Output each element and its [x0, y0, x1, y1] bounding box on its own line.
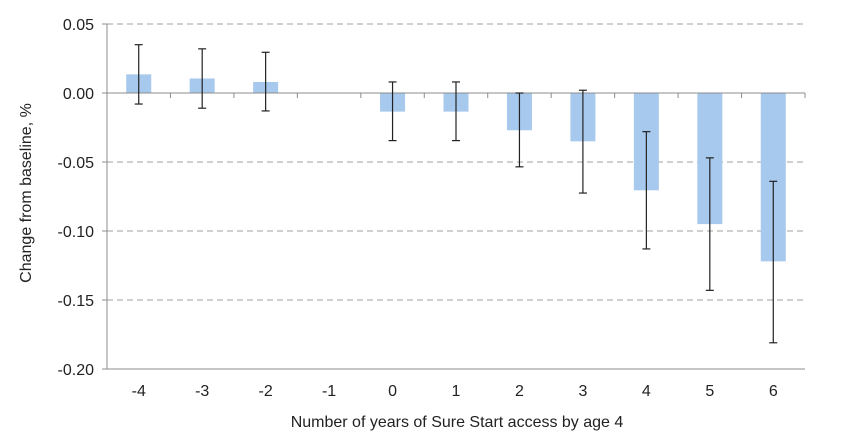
y-tick-label: 0.00 [63, 86, 94, 103]
y-axis-title: Change from baseline, % [18, 103, 35, 283]
x-tick-label: -2 [259, 383, 273, 400]
x-tick-label: -4 [132, 383, 146, 400]
x-tick-label: 0 [388, 383, 397, 400]
x-tick-label: 5 [705, 383, 714, 400]
x-tick-label: 6 [769, 383, 778, 400]
x-tick-label: 2 [515, 383, 524, 400]
y-tick-label: -0.20 [58, 362, 95, 379]
x-tick-label: 1 [452, 383, 461, 400]
y-tick-label: -0.15 [58, 293, 95, 310]
y-tick-label: -0.05 [58, 155, 95, 172]
error-bars [134, 44, 778, 344]
y-tick-label: 0.05 [63, 17, 94, 34]
x-tick-label: 3 [578, 383, 587, 400]
y-tick-label: -0.10 [58, 224, 95, 241]
x-axis-title: Number of years of Sure Start access by … [291, 414, 624, 431]
x-tick-labels: -4 -3 -2 -1 0 1 2 3 4 5 6 [132, 383, 778, 400]
x-tick-label: -3 [195, 383, 209, 400]
gridlines [107, 23, 805, 301]
x-tick-label: -1 [322, 383, 336, 400]
y-tick-labels: 0.05 0.00 -0.05 -0.10 -0.15 -0.20 [58, 17, 95, 379]
x-tick-label: 4 [642, 383, 651, 400]
